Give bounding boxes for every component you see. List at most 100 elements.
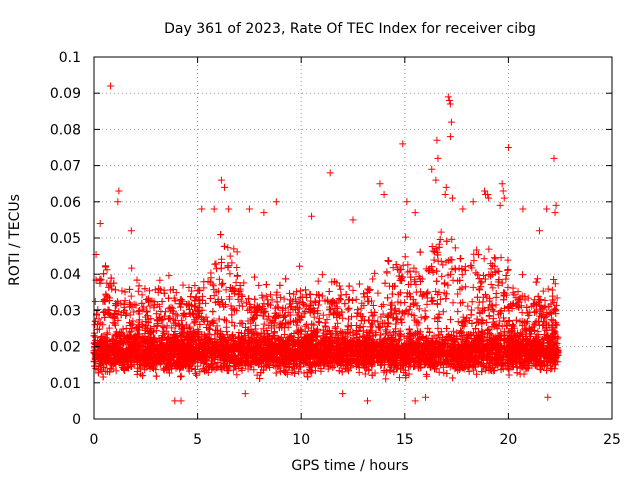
- data-point: [378, 302, 386, 310]
- data-point: [486, 272, 494, 280]
- data-point: [263, 315, 271, 323]
- data-point: [177, 331, 185, 339]
- data-point: [226, 270, 234, 278]
- data-point: [215, 275, 223, 283]
- data-point: [259, 325, 267, 333]
- data-point: [536, 312, 544, 320]
- data-point: [433, 300, 441, 308]
- data-point: [191, 297, 199, 305]
- data-point: [382, 375, 390, 383]
- data-point: [146, 287, 154, 295]
- data-point: [275, 336, 283, 344]
- data-point: [401, 253, 409, 261]
- data-point: [436, 295, 444, 303]
- data-point: [207, 269, 215, 277]
- data-point: [369, 301, 377, 309]
- data-point: [401, 299, 409, 307]
- data-point: [490, 254, 498, 262]
- data-point: [191, 281, 199, 289]
- data-point: [458, 284, 466, 292]
- data-point: [479, 298, 487, 306]
- data-point: [250, 366, 258, 374]
- data-point: [279, 313, 287, 321]
- data-point: [314, 277, 322, 285]
- data-point: [473, 246, 481, 254]
- data-point: [311, 297, 319, 305]
- data-point: [413, 302, 421, 310]
- data-point: [233, 371, 241, 379]
- data-point: [105, 324, 113, 332]
- data-point: [448, 235, 456, 243]
- data-point: [458, 328, 466, 336]
- data-point: [548, 286, 556, 294]
- data-point: [127, 292, 135, 300]
- data-point: [121, 297, 129, 305]
- data-point: [508, 301, 516, 309]
- data-point: [152, 327, 160, 335]
- data-point: [329, 297, 337, 305]
- data-point: [382, 328, 390, 336]
- data-point: [485, 245, 493, 253]
- data-point: [444, 271, 452, 279]
- data-point: [402, 233, 410, 241]
- data-point: [469, 283, 477, 291]
- data-point: [296, 262, 304, 270]
- data-point: [460, 332, 468, 340]
- data-point: [462, 283, 470, 291]
- data-point: [509, 284, 517, 292]
- data-point: [473, 370, 481, 378]
- data-point: [553, 294, 561, 302]
- data-point: [410, 312, 418, 320]
- data-point: [514, 288, 522, 296]
- data-point: [479, 317, 487, 325]
- data-point: [480, 271, 488, 279]
- data-point: [374, 289, 382, 297]
- data-point: [488, 306, 496, 314]
- data-point: [428, 242, 436, 250]
- data-point: [176, 373, 184, 381]
- data-point: [352, 295, 360, 303]
- data-point: [449, 276, 457, 284]
- grid: [94, 57, 612, 419]
- data-point: [319, 311, 327, 319]
- data-point: [233, 248, 241, 256]
- data-point: [431, 315, 439, 323]
- data-point: [449, 299, 457, 307]
- data-point: [146, 302, 154, 310]
- data-point: [345, 295, 353, 303]
- data-point: [497, 254, 505, 262]
- data-point: [492, 301, 500, 309]
- data-point: [437, 228, 445, 236]
- data-point: [519, 271, 527, 279]
- data-point: [310, 313, 318, 321]
- data-point: [174, 312, 182, 320]
- data-point: [94, 306, 102, 314]
- data-point: [548, 334, 556, 342]
- data-point: [483, 319, 491, 327]
- data-point: [345, 296, 353, 304]
- data-point: [112, 301, 120, 309]
- data-point: [361, 370, 369, 378]
- data-point: [291, 295, 299, 303]
- data-point: [551, 280, 559, 288]
- data-point: [547, 316, 555, 324]
- data-point: [516, 370, 524, 378]
- data-point: [492, 290, 500, 298]
- data-point: [449, 374, 457, 382]
- data-point: [422, 370, 430, 378]
- data-point: [456, 299, 464, 307]
- data-point: [374, 318, 382, 326]
- data-point: [233, 264, 241, 272]
- data-point: [438, 272, 446, 280]
- data-point: [371, 269, 379, 277]
- data-point: [300, 301, 308, 309]
- data-point: [333, 303, 341, 311]
- data-point: [222, 286, 230, 294]
- data-point: [383, 268, 391, 276]
- data-point: [500, 314, 508, 322]
- data-point: [244, 317, 252, 325]
- data-point: [273, 288, 281, 296]
- data-point: [432, 244, 440, 252]
- data-point: [234, 295, 242, 303]
